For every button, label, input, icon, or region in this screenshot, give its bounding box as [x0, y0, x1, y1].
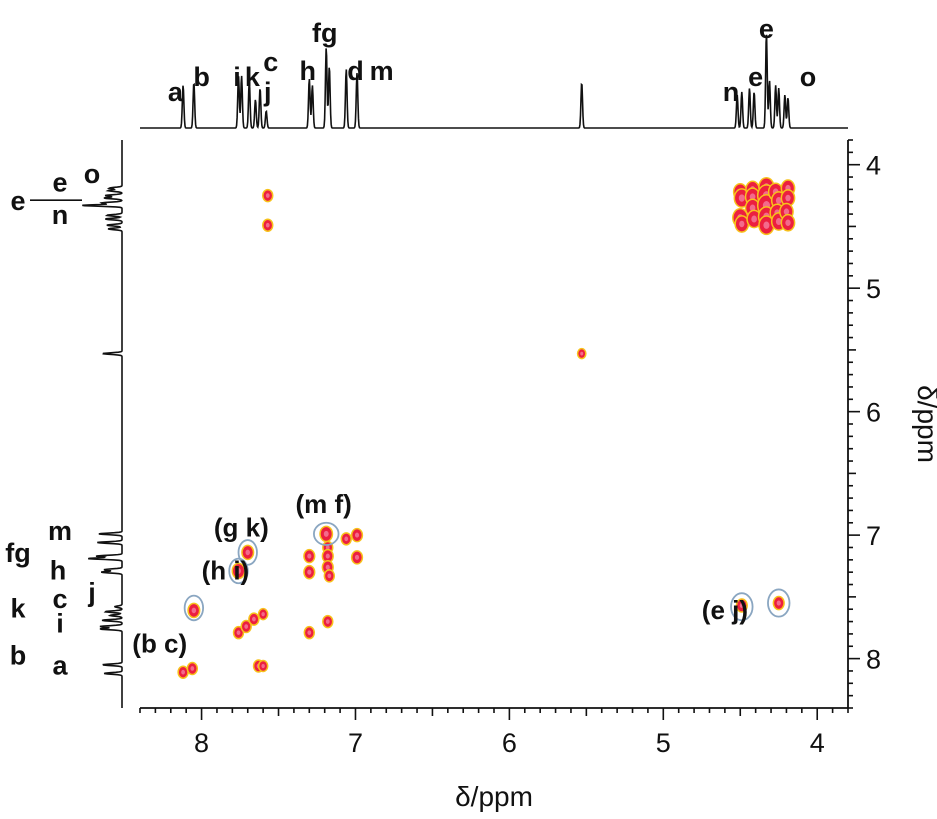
x-tick-label: 4 [810, 728, 825, 758]
peak-annotations: (b c) (h i) (g k) (m f) (e j) [132, 489, 748, 659]
top-peak-label: i [233, 62, 241, 92]
cross-peak [733, 188, 751, 208]
cross-peak [303, 548, 316, 564]
top-peak-label: fg [312, 18, 337, 48]
cross-peak [321, 548, 334, 564]
top-peak-label: n [723, 77, 740, 107]
highlight-circle [228, 557, 249, 585]
highlight-circle [183, 594, 205, 622]
left-peak-label: k [10, 594, 26, 624]
y-axis-title: δ/ppm [912, 385, 937, 463]
left-peak-label: h [50, 555, 67, 585]
left-peak-label: fg [5, 538, 30, 568]
left-peak-label: a [52, 650, 68, 680]
cross-peak [746, 209, 762, 229]
top-peak-label: d [347, 56, 364, 86]
top-peak-label: b [193, 62, 210, 92]
cross-peak [576, 347, 587, 360]
cross-peaks [177, 177, 796, 679]
y-tick-label: 6 [866, 398, 881, 428]
y-axis-ticks: 4 5 6 7 8 [848, 139, 881, 709]
top-projection-trace [140, 34, 848, 130]
cross-peak [262, 218, 274, 232]
x-tick-label: 6 [502, 728, 517, 758]
left-peak-label: i [56, 609, 64, 639]
x-axis-title: δ/ppm [455, 781, 533, 812]
cross-peak [758, 215, 775, 236]
cross-peak [780, 213, 796, 232]
highlight-circle [730, 592, 754, 622]
cross-peak [241, 544, 255, 561]
cross-peak [187, 602, 201, 619]
cross-peak-annotation: (b c) [132, 629, 187, 659]
cross-peak [340, 532, 352, 546]
cross-peak [257, 607, 269, 621]
top-peak-label: m [370, 56, 394, 86]
plot-axes: 8 7 6 5 4 4 5 6 7 8 δ/ppm δ/ppm [139, 139, 937, 812]
cross-peak [257, 659, 269, 673]
left-peak-label: e [52, 168, 67, 198]
cross-peak-annotation: (m f) [295, 489, 351, 519]
left-peak-label: c [52, 584, 67, 614]
cross-peak [350, 550, 364, 565]
left-peak-label: e [10, 186, 25, 216]
left-peak-label: b [10, 641, 27, 671]
top-peak-label: e [759, 14, 774, 44]
cross-peak [231, 562, 246, 580]
highlight-circle [313, 521, 340, 546]
cross-peak [303, 625, 316, 640]
cross-peak-annotation: (g k) [214, 512, 269, 542]
top-peak-label: c [263, 47, 278, 77]
x-tick-label: 5 [656, 728, 671, 758]
cross-peak [240, 619, 252, 634]
highlight-circle [237, 539, 258, 566]
cross-peak [322, 614, 334, 629]
y-tick-label: 5 [866, 274, 881, 304]
top-peak-label: h [300, 56, 317, 86]
x-axis-ticks: 8 7 6 5 4 [139, 708, 849, 758]
cross-peak [735, 598, 748, 613]
cross-peak [177, 665, 189, 679]
y-tick-label: 8 [866, 645, 881, 675]
y-tick-label: 4 [866, 151, 881, 181]
highlight-circle [767, 588, 791, 618]
left-peak-label: j [87, 578, 96, 608]
cross-peak [734, 215, 750, 233]
highlight-circles [183, 521, 791, 622]
left-peak-label: m [48, 516, 72, 546]
top-peak-label: a [168, 77, 184, 107]
left-projection-trace [82, 140, 123, 708]
top-peak-label: o [800, 62, 817, 92]
cross-peak [262, 188, 274, 203]
left-peak-label: n [52, 200, 69, 230]
y-tick-label: 7 [866, 521, 881, 551]
top-peak-label: k [245, 62, 261, 92]
x-tick-label: 8 [194, 728, 209, 758]
cross-peak [350, 527, 364, 543]
cross-peak [323, 569, 336, 583]
left-peak-label: o [84, 159, 101, 189]
x-tick-label: 7 [348, 728, 363, 758]
cross-peak [319, 525, 334, 543]
cross-peak [186, 661, 199, 676]
top-peak-label: e [748, 62, 763, 92]
cross-peak [303, 564, 316, 580]
cross-peak [772, 595, 785, 611]
top-peak-label: j [263, 77, 272, 107]
cross-peak-annotation: (h i) [202, 556, 250, 586]
cross-peak [780, 189, 796, 207]
cross-peak [248, 612, 260, 626]
cross-peak-annotation: (e j) [702, 595, 748, 625]
